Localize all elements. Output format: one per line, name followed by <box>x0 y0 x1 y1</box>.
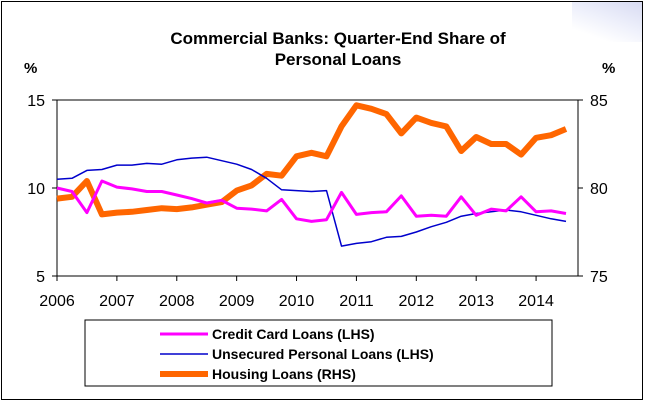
x-tick-label: 2007 <box>99 293 135 310</box>
x-tick-label: 2010 <box>279 293 315 310</box>
chart-title-line2: Personal Loans <box>275 50 402 69</box>
chart-title-line1: Commercial Banks: Quarter-End Share of <box>170 29 506 48</box>
series-lines <box>56 102 568 247</box>
left-y-tick-label: 10 <box>27 181 45 198</box>
legend: Credit Card Loans (LHS) Unsecured Persona… <box>160 326 434 382</box>
x-tick-label: 2009 <box>219 293 255 310</box>
right-y-tick-label: 85 <box>590 93 608 110</box>
x-tick-label: 2006 <box>39 293 75 310</box>
x-tick-label: 2013 <box>458 293 494 310</box>
left-axis-unit: % <box>24 60 37 77</box>
x-tick-label: 2011 <box>339 293 374 310</box>
legend-label-credit-card-loans: Credit Card Loans (LHS) <box>212 326 375 342</box>
x-tick-label: 2008 <box>159 293 195 310</box>
right-axis-unit: % <box>602 60 615 77</box>
legend-label-housing-loans: Housing Loans (RHS) <box>212 366 356 382</box>
right-y-tick-label: 80 <box>590 181 608 198</box>
housing-loans-line <box>56 102 568 218</box>
x-tick-label: 2014 <box>518 293 554 310</box>
corner-shade <box>572 2 642 42</box>
left-y-tick-label: 5 <box>36 269 45 286</box>
left-y-tick-label: 15 <box>27 93 45 110</box>
unsecured-personal-loans-line <box>56 156 567 247</box>
credit-card-loans-line <box>56 179 567 223</box>
legend-label-unsecured-personal-loans: Unsecured Personal Loans (LHS) <box>212 346 434 362</box>
axes-ticks: 2006 2007 2008 2009 2010 2011 2012 2013 2014 15 10… <box>27 93 608 310</box>
right-y-tick-label: 75 <box>590 269 608 286</box>
x-tick-label: 2012 <box>399 293 435 310</box>
